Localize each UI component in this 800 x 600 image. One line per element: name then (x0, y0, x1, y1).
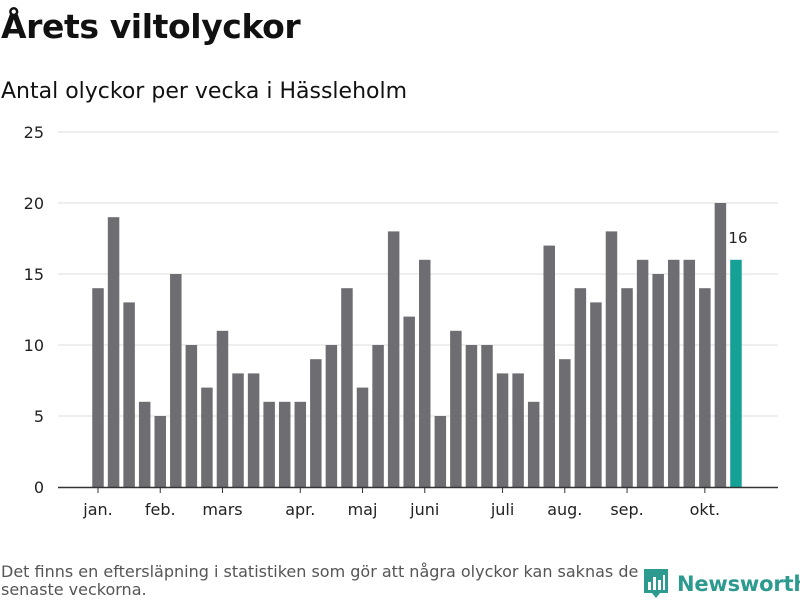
y-axis-ticks: 0 5 10 15 20 25 (24, 123, 44, 497)
y-tick-label: 25 (24, 123, 44, 142)
x-axis-ticks: jan. feb. mars apr. maj juni juli aug. sep. okt. (58, 486, 778, 519)
footnote: Det finns en eftersläpning i statistiken… (1, 562, 639, 599)
bar[interactable] (185, 345, 198, 487)
x-tick-label: apr. (285, 500, 315, 519)
bar[interactable] (699, 288, 711, 487)
bar[interactable] (450, 330, 462, 487)
bar[interactable] (636, 259, 649, 487)
bar[interactable] (92, 288, 104, 487)
bar[interactable] (372, 345, 384, 487)
bar[interactable] (216, 330, 229, 487)
y-tick-label: 5 (34, 407, 44, 426)
bar[interactable] (387, 231, 400, 487)
x-tick-label: maj (348, 500, 378, 519)
bar[interactable] (278, 401, 291, 487)
bar[interactable] (605, 231, 618, 487)
bar[interactable] (263, 401, 275, 487)
bar[interactable] (512, 373, 524, 487)
brand-name: Newsworthy (677, 571, 800, 596)
bars (92, 203, 742, 487)
data-labels: 16 (728, 229, 747, 247)
bar[interactable] (574, 288, 587, 487)
newsworthy-logo-icon (644, 569, 668, 598)
x-tick-label: okt. (690, 500, 720, 519)
bar[interactable] (201, 387, 213, 487)
bar[interactable] (465, 345, 478, 487)
bar[interactable] (559, 359, 571, 487)
y-tick-label: 15 (24, 265, 44, 284)
bar[interactable] (107, 217, 120, 487)
bar[interactable] (325, 345, 338, 487)
x-tick-label: juli (490, 500, 514, 519)
bar[interactable] (403, 316, 415, 487)
bar[interactable] (652, 274, 664, 487)
bar[interactable] (434, 416, 447, 487)
x-tick-label: sep. (610, 500, 643, 519)
y-tick-label: 20 (24, 194, 44, 213)
data-label: 16 (728, 229, 747, 247)
bar[interactable] (481, 345, 493, 487)
bar[interactable] (154, 416, 166, 487)
bar[interactable] (310, 359, 322, 487)
x-tick-label: juni (409, 500, 439, 519)
bar[interactable] (356, 387, 369, 487)
bar-current-week[interactable] (730, 259, 742, 487)
bar[interactable] (590, 302, 602, 487)
y-tick-label: 10 (24, 336, 44, 355)
x-tick-label: aug. (547, 500, 582, 519)
bar[interactable] (714, 203, 727, 487)
brand[interactable]: Newsworthy (644, 569, 800, 598)
bar[interactable] (419, 259, 431, 487)
y-tick-label: 0 (34, 478, 44, 497)
bar[interactable] (170, 274, 182, 487)
bar-chart: 0 5 10 15 20 25 16 jan. feb. mars apr. maj juni jul… (24, 123, 778, 519)
chart-subtitle: Antal olyckor per vecka i Hässleholm (1, 79, 408, 104)
bar[interactable] (247, 373, 260, 487)
bar[interactable] (621, 288, 633, 487)
page-title: Årets viltolyckor (1, 7, 301, 46)
x-tick-label: mars (202, 500, 242, 519)
bar[interactable] (543, 245, 555, 487)
bar[interactable] (232, 373, 244, 487)
bar[interactable] (683, 259, 696, 487)
bar[interactable] (294, 401, 307, 487)
bar[interactable] (496, 373, 509, 487)
bar[interactable] (123, 302, 135, 487)
bar[interactable] (527, 401, 540, 487)
x-tick-label: feb. (145, 500, 176, 519)
bar[interactable] (341, 288, 353, 487)
bar[interactable] (138, 401, 151, 487)
bar[interactable] (667, 259, 680, 487)
x-tick-label: jan. (82, 500, 112, 519)
